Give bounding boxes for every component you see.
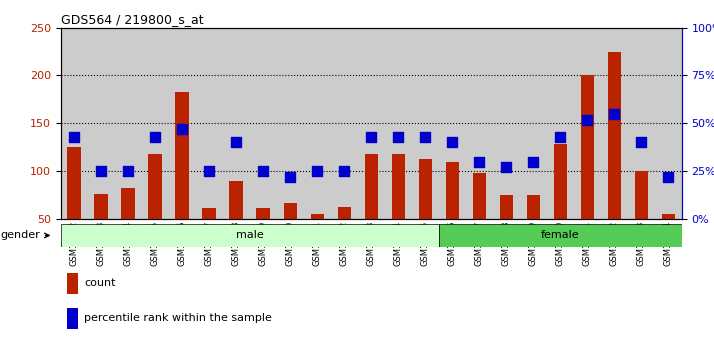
Bar — [466, 28, 493, 219]
Bar — [580, 76, 594, 219]
Bar — [121, 188, 135, 219]
Point — [528, 159, 539, 165]
Bar — [553, 145, 567, 219]
Bar — [526, 195, 540, 219]
Point — [231, 140, 242, 145]
Text: female: female — [541, 230, 580, 240]
Bar — [520, 28, 547, 219]
Point — [393, 134, 404, 139]
Bar — [412, 28, 439, 219]
Bar — [385, 28, 412, 219]
Point — [311, 168, 323, 174]
Bar — [608, 52, 621, 219]
Point — [285, 174, 296, 180]
Point — [338, 168, 350, 174]
Bar — [67, 147, 81, 219]
Bar — [67, 273, 78, 294]
Point — [582, 117, 593, 122]
Bar — [67, 308, 78, 329]
Bar — [94, 194, 108, 219]
Bar — [229, 181, 243, 219]
Bar — [196, 28, 223, 219]
Point — [555, 134, 566, 139]
Bar — [311, 214, 324, 219]
Bar — [169, 28, 196, 219]
Point — [69, 134, 80, 139]
Bar — [250, 28, 277, 219]
Bar — [277, 28, 303, 219]
Bar — [61, 28, 88, 219]
Bar — [439, 224, 682, 247]
Text: percentile rank within the sample: percentile rank within the sample — [84, 313, 272, 323]
Bar — [283, 203, 297, 219]
Bar — [473, 173, 486, 219]
Bar — [256, 208, 270, 219]
Bar — [61, 224, 439, 247]
Bar — [446, 161, 459, 219]
Text: gender: gender — [0, 230, 49, 240]
Bar — [141, 28, 169, 219]
Point — [473, 159, 485, 165]
Bar — [223, 28, 250, 219]
Bar — [493, 28, 520, 219]
Bar — [365, 154, 378, 219]
Text: count: count — [84, 278, 116, 288]
Bar — [500, 195, 513, 219]
Bar — [662, 214, 675, 219]
Bar — [203, 208, 216, 219]
Bar — [358, 28, 385, 219]
Point — [366, 134, 377, 139]
Bar — [303, 28, 331, 219]
Bar — [418, 159, 432, 219]
Bar — [574, 28, 601, 219]
Bar — [628, 28, 655, 219]
Point — [420, 134, 431, 139]
Bar — [331, 28, 358, 219]
Point — [446, 140, 458, 145]
Bar — [176, 92, 189, 219]
Bar — [655, 28, 682, 219]
Bar — [149, 154, 162, 219]
Point — [663, 174, 674, 180]
Bar — [391, 154, 405, 219]
Point — [176, 126, 188, 132]
Bar — [547, 28, 574, 219]
Point — [635, 140, 647, 145]
Point — [608, 111, 620, 117]
Text: male: male — [236, 230, 263, 240]
Point — [96, 168, 107, 174]
Point — [258, 168, 269, 174]
Text: GDS564 / 219800_s_at: GDS564 / 219800_s_at — [61, 13, 203, 27]
Bar — [635, 171, 648, 219]
Bar — [338, 207, 351, 219]
Bar — [601, 28, 628, 219]
Bar — [439, 28, 466, 219]
Point — [123, 168, 134, 174]
Point — [149, 134, 161, 139]
Point — [203, 168, 215, 174]
Point — [501, 165, 512, 170]
Bar — [115, 28, 141, 219]
Bar — [88, 28, 115, 219]
